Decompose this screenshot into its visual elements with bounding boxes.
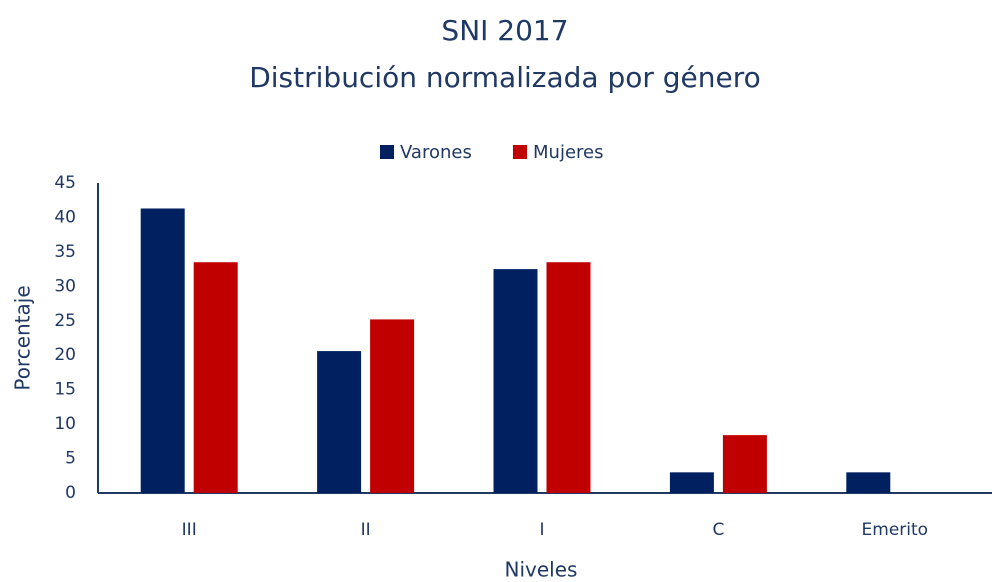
y-tick-label: 5 [65,449,76,469]
legend-label: Varones [400,142,472,163]
chart-title: SNI 2017 [441,14,568,47]
bar [846,472,891,493]
y-tick-label: 15 [54,380,76,400]
bar [317,351,362,493]
legend-label: Mujeres [533,142,603,163]
bar [722,435,767,493]
x-tick-label: I [539,520,544,540]
chart-subtitle: Distribución normalizada por género [249,61,761,94]
bar [546,262,591,493]
y-tick-label: 20 [54,345,76,365]
x-tick-label: II [361,520,371,540]
legend-swatch [513,145,527,159]
y-axis-label: Porcentaje [11,285,35,390]
bar [193,262,238,493]
legend-swatch [380,145,394,159]
x-axis-label: Niveles [505,558,578,582]
y-tick-label: 0 [65,483,76,503]
bar [370,319,415,493]
y-tick-label: 40 [54,207,76,227]
y-tick-label: 35 [54,242,76,262]
y-tick-label: 30 [54,276,76,296]
x-tick-label: Emerito [862,520,929,540]
bar [669,472,714,493]
y-tick-label: 10 [54,414,76,434]
bar [140,208,185,493]
bar [493,269,538,493]
y-tick-label: 25 [54,311,76,331]
x-tick-label: III [182,520,197,540]
y-tick-label: 45 [54,173,76,193]
x-tick-label: C [712,520,724,540]
